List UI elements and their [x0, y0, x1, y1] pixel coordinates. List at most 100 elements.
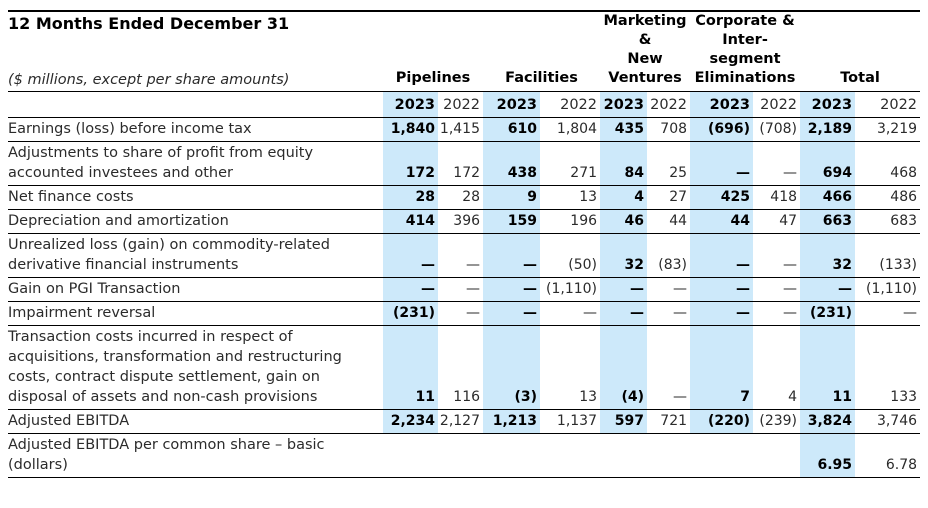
value-cell: 663 [800, 209, 856, 234]
column-group-line: Marketing [603, 13, 687, 29]
value-cell: — [600, 301, 648, 326]
value-cell: 1,137 [540, 409, 601, 434]
value-cell: 28 [383, 185, 438, 210]
value-cell: 425 [690, 185, 754, 210]
column-group-line: Pipelines [395, 70, 471, 86]
value-cell: 6.78 [855, 433, 921, 478]
value-cell: 694 [800, 141, 856, 186]
year-header-2022: 2022 [438, 91, 484, 118]
value-cell: 159 [483, 209, 541, 234]
value-cell: — [690, 233, 754, 278]
value-cell: 11 [800, 325, 856, 410]
value-cell: 9 [483, 185, 541, 210]
value-cell: 721 [647, 409, 691, 434]
value-cell: (239) [753, 409, 801, 434]
row-label: Adjustments to share of profit from equi… [8, 141, 383, 186]
header-label-cell: 12 Months Ended December 31 ($ millions,… [8, 11, 383, 92]
value-cell: — [383, 233, 438, 278]
table-row: Impairment reversal (231) — — — — — — — (231) — [8, 301, 921, 326]
value-cell: 597 [600, 409, 648, 434]
value-cell: 1,840 [383, 117, 438, 142]
value-cell: — [483, 233, 541, 278]
row-label: Adjusted EBITDA per common share – basic… [8, 433, 383, 478]
value-cell: 3,746 [855, 409, 921, 434]
value-cell: — [483, 277, 541, 302]
table-header-row: 12 Months Ended December 31 ($ millions,… [8, 11, 921, 92]
table-title: 12 Months Ended December 31 [8, 14, 290, 33]
column-group-line: Ventures [608, 70, 682, 86]
year-header-2022: 2022 [647, 91, 691, 118]
value-cell: 466 [800, 185, 856, 210]
table-row: Gain on PGI Transaction — — — (1,110) — — — — — (1… [8, 277, 921, 302]
row-label: Adjusted EBITDA [8, 409, 383, 434]
row-label: Impairment reversal [8, 301, 383, 326]
value-cell: (220) [690, 409, 754, 434]
value-cell: 414 [383, 209, 438, 234]
value-cell: 1,804 [540, 117, 601, 142]
table-row: Unrealized loss (gain) on commodity-rela… [8, 233, 921, 278]
value-cell: 4 [753, 325, 801, 410]
value-cell: 47 [753, 209, 801, 234]
column-group-total: Total [800, 11, 921, 92]
value-cell: — [690, 277, 754, 302]
value-cell: — [753, 233, 801, 278]
value-cell: — [647, 325, 691, 410]
table-row: Net finance costs 28 28 9 13 4 27 425 418 466 486 [8, 185, 921, 210]
value-cell [690, 433, 754, 478]
value-cell: 2,234 [383, 409, 438, 434]
value-cell: (1,110) [540, 277, 601, 302]
table-row: Adjustments to share of profit from equi… [8, 141, 921, 186]
row-label: Earnings (loss) before income tax [8, 117, 383, 142]
value-cell: (231) [383, 301, 438, 326]
value-cell: — [438, 233, 484, 278]
value-cell: 3,219 [855, 117, 921, 142]
year-header-2023: 2023 [383, 91, 438, 118]
value-cell [438, 433, 484, 478]
column-group-line: & [638, 32, 652, 48]
year-header-2022: 2022 [540, 91, 601, 118]
table-row: Earnings (loss) before income tax 1,840 1,… [8, 117, 921, 142]
column-group-marketing-new-ventures: Marketing & New Ventures [600, 11, 691, 92]
value-cell: 172 [438, 141, 484, 186]
value-cell: — [753, 141, 801, 186]
value-cell: — [800, 277, 856, 302]
value-cell: — [540, 301, 601, 326]
year-header-2023: 2023 [800, 91, 856, 118]
column-group-line: Eliminations [694, 70, 796, 86]
value-cell: 25 [647, 141, 691, 186]
value-cell: 435 [600, 117, 648, 142]
value-cell [540, 433, 601, 478]
value-cell: — [383, 277, 438, 302]
value-cell [600, 433, 648, 478]
value-cell: 13 [540, 325, 601, 410]
table-row: Transaction costs incurred in respect of… [8, 325, 921, 410]
row-label: Gain on PGI Transaction [8, 277, 383, 302]
value-cell: 610 [483, 117, 541, 142]
value-cell: (4) [600, 325, 648, 410]
column-group-line: Total [840, 70, 880, 86]
value-cell: 44 [647, 209, 691, 234]
value-cell: 133 [855, 325, 921, 410]
value-cell: 11 [383, 325, 438, 410]
value-cell: — [647, 301, 691, 326]
value-cell: 84 [600, 141, 648, 186]
value-cell: (83) [647, 233, 691, 278]
value-cell: 396 [438, 209, 484, 234]
year-header-2023: 2023 [600, 91, 648, 118]
value-cell: — [855, 301, 921, 326]
value-cell: — [753, 277, 801, 302]
value-cell: 6.95 [800, 433, 856, 478]
value-cell: 196 [540, 209, 601, 234]
value-cell: (50) [540, 233, 601, 278]
row-label: Net finance costs [8, 185, 383, 210]
value-cell: 28 [438, 185, 484, 210]
value-cell: 27 [647, 185, 691, 210]
value-cell: 438 [483, 141, 541, 186]
value-cell: 172 [383, 141, 438, 186]
value-cell: — [438, 277, 484, 302]
value-cell: 116 [438, 325, 484, 410]
value-cell: (133) [855, 233, 921, 278]
table-row: Depreciation and amortization 414 396 159 19… [8, 209, 921, 234]
units-note: ($ millions, except per share amounts) [8, 72, 290, 88]
value-cell: 2,127 [438, 409, 484, 434]
